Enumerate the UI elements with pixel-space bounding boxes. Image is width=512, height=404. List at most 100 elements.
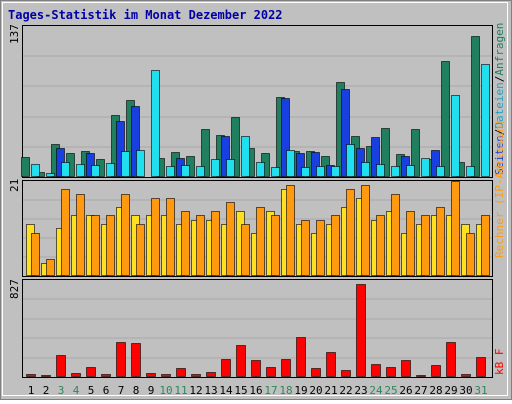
bar-seiten-day-7 <box>121 151 130 177</box>
bar-anfragen-day-1 <box>21 157 30 177</box>
bar-rechner-day-19 <box>301 220 310 276</box>
bar-seiten-day-2 <box>46 173 55 177</box>
bar-seiten-day-20 <box>316 166 325 177</box>
bar-rechner-day-11 <box>181 211 190 276</box>
bar-seiten-day-14 <box>226 159 235 177</box>
bar-seiten-day-16 <box>256 162 265 177</box>
bar-kb-f-day-13 <box>206 372 216 377</box>
bar-anfragen-day-31 <box>471 36 480 177</box>
x-tick-day-30: 30 <box>459 384 472 397</box>
bar-kb-f-day-14 <box>221 359 231 377</box>
chart-title: Tages-Statistik im Monat Dezember 2022 <box>8 8 283 22</box>
bar-dateien-day-19 <box>296 153 305 177</box>
bar-anfragen-day-13 <box>201 129 210 177</box>
x-tick-day-6: 6 <box>103 384 110 397</box>
bar-seiten-day-3 <box>61 162 70 177</box>
bar-seiten-day-17 <box>271 167 280 177</box>
x-tick-day-28: 28 <box>429 384 442 397</box>
bar-seiten-day-15 <box>241 136 250 177</box>
legend-dateien: Dateien <box>493 82 506 128</box>
bar-dateien-day-22 <box>341 89 350 177</box>
bar-seiten-day-31 <box>481 64 490 177</box>
bar-rechner-day-5 <box>91 215 100 276</box>
bar-anfragen-day-27 <box>411 129 420 177</box>
bar-kb-f-day-31 <box>476 357 486 377</box>
x-tick-day-8: 8 <box>133 384 140 397</box>
x-tick-day-24: 24 <box>369 384 383 397</box>
bar-seiten-day-9 <box>151 70 160 177</box>
bar-rechner-day-7 <box>121 194 130 276</box>
x-tick-day-4: 4 <box>73 384 80 397</box>
x-tick-day-15: 15 <box>234 384 247 397</box>
bar-rechner-day-29 <box>451 181 460 276</box>
bar-rechner-day-27 <box>421 215 430 276</box>
legend-sep-2: / <box>493 76 506 83</box>
bar-kb-f-day-4 <box>71 373 81 377</box>
bar-seiten-day-11 <box>181 165 190 177</box>
y-tick-panel-2: 21 <box>8 179 21 192</box>
bar-seiten-day-30 <box>466 166 475 177</box>
bar-kb-f-day-15 <box>236 345 246 377</box>
bar-seiten-day-5 <box>91 165 100 177</box>
bar-dateien-day-7 <box>116 121 125 177</box>
x-tick-day-13: 13 <box>204 384 217 397</box>
right-legend-panel-1: Seiten/Dateien/Anfragen <box>493 23 506 175</box>
bar-kb-f-day-30 <box>461 374 471 377</box>
bar-rechner-day-28 <box>436 207 445 276</box>
bar-seiten-day-18 <box>286 150 295 177</box>
bar-seiten-day-12 <box>196 166 205 177</box>
bar-kb-f-day-1 <box>26 374 36 377</box>
bar-kb-f-day-27 <box>416 375 426 377</box>
bar-kb-f-day-25 <box>386 367 396 377</box>
bar-dateien-day-28 <box>431 150 440 177</box>
bar-seiten-day-25 <box>391 166 400 177</box>
bar-kb-f-day-11 <box>176 368 186 377</box>
bar-kb-f-day-20 <box>311 368 321 377</box>
bar-rechner-day-15 <box>241 224 250 276</box>
bar-seiten-day-24 <box>376 164 385 177</box>
bar-rechner-day-8 <box>136 224 145 276</box>
bar-rechner-day-20 <box>316 220 325 276</box>
bar-seiten-day-10 <box>166 166 175 177</box>
x-tick-day-29: 29 <box>444 384 457 397</box>
x-tick-day-23: 23 <box>354 384 367 397</box>
bar-kb-f-day-12 <box>191 374 201 377</box>
bar-kb-f-day-22 <box>341 370 351 377</box>
y-tick-panel-1: 137 <box>8 24 21 44</box>
bar-seiten-day-22 <box>346 144 355 177</box>
bar-kb-f-day-5 <box>86 367 96 377</box>
bar-dateien-day-20 <box>311 152 320 177</box>
bar-rechner-day-22 <box>346 189 355 276</box>
bar-seiten-day-13 <box>211 159 220 177</box>
bar-seiten-day-6 <box>106 163 115 177</box>
x-tick-day-17: 17 <box>264 384 277 397</box>
bar-rechner-day-9 <box>151 198 160 276</box>
x-tick-day-26: 26 <box>399 384 412 397</box>
bar-kb-f-day-3 <box>56 355 66 377</box>
bar-seiten-day-21 <box>331 166 340 177</box>
bar-rechner-day-17 <box>271 215 280 276</box>
bar-rechner-day-2 <box>46 259 55 276</box>
x-tick-day-19: 19 <box>294 384 307 397</box>
legend-seiten: Anfragen <box>493 23 506 76</box>
chart-inner-frame <box>2 2 508 396</box>
x-tick-day-20: 20 <box>309 384 322 397</box>
right-legend-panel-3: kB F <box>493 349 506 376</box>
x-tick-day-27: 27 <box>414 384 427 397</box>
bar-rechner-day-26 <box>406 211 415 276</box>
bar-rechner-day-24 <box>376 215 385 276</box>
bar-rechner-day-12 <box>196 215 205 276</box>
x-tick-day-11: 11 <box>174 384 187 397</box>
legend-sep-1: / <box>493 129 506 136</box>
y-tick-panel-3: 827 <box>8 279 21 299</box>
bar-kb-f-day-7 <box>116 342 126 377</box>
bar-kb-f-day-24 <box>371 364 381 377</box>
bar-rechner-day-23 <box>361 185 370 276</box>
bar-rechner-day-3 <box>61 189 70 276</box>
bar-anfragen-day-25 <box>381 128 390 177</box>
x-tick-day-18: 18 <box>279 384 292 397</box>
bar-kb-f-day-28 <box>431 365 441 377</box>
bar-rechner-day-4 <box>76 194 85 276</box>
bar-dateien-day-14 <box>221 136 230 177</box>
